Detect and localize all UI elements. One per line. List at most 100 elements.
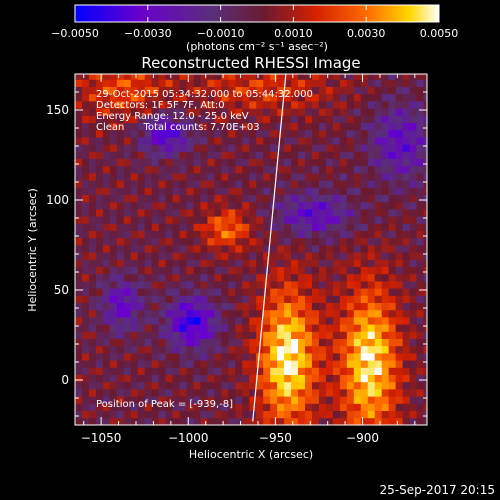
heatmap-cell xyxy=(75,137,83,145)
heatmap-cell xyxy=(228,417,236,425)
heatmap-cell xyxy=(137,302,146,311)
heatmap-cell xyxy=(395,151,403,159)
heatmap-cell xyxy=(263,216,271,224)
heatmap-cell xyxy=(81,230,90,239)
heatmap-cell xyxy=(367,180,376,188)
heatmap-cell xyxy=(88,309,97,318)
heatmap-cell xyxy=(75,122,83,131)
heatmap-cell xyxy=(291,338,299,347)
heatmap-cell xyxy=(123,367,132,375)
heatmap-cell xyxy=(88,302,97,311)
heatmap-cell xyxy=(318,122,327,131)
heatmap-cell xyxy=(256,86,264,95)
heatmap-cell xyxy=(151,273,160,282)
heatmap-cell xyxy=(270,144,278,152)
heatmap-cell xyxy=(284,151,292,159)
heatmap-cell xyxy=(109,93,118,102)
heatmap-cell xyxy=(165,331,173,339)
heatmap-cell xyxy=(374,266,383,275)
heatmap-cell xyxy=(151,101,160,109)
heatmap-cell xyxy=(367,302,376,311)
heatmap-cell xyxy=(151,309,160,318)
heatmap-cell xyxy=(339,173,348,181)
heatmap-cell xyxy=(263,252,271,260)
heatmap-cell xyxy=(325,266,334,275)
heatmap-cell xyxy=(109,309,118,318)
heatmap-cell xyxy=(75,417,83,425)
heatmap-cell xyxy=(172,74,180,80)
heatmap-cell xyxy=(221,288,229,296)
heatmap-cell xyxy=(339,151,348,159)
heatmap-cell xyxy=(102,338,111,347)
heatmap-cell xyxy=(284,201,292,210)
heatmap-cell xyxy=(277,331,285,339)
heatmap-cell xyxy=(242,74,250,80)
heatmap-cell xyxy=(88,230,97,239)
heatmap-cell xyxy=(249,74,257,80)
heatmap-cell xyxy=(423,129,427,138)
heatmap-cell xyxy=(151,403,160,411)
heatmap-cell xyxy=(367,338,376,347)
heatmap-cell xyxy=(88,324,97,332)
heatmap-cell xyxy=(123,360,132,368)
heatmap-cell xyxy=(249,259,257,267)
heatmap-cell xyxy=(193,93,201,102)
colorbar: −0.0050 −0.0030 −0.0010 0.0010 0.0030 0.0050 … xyxy=(51,4,458,53)
heatmap-cell xyxy=(207,259,215,267)
heatmap-cell xyxy=(395,331,403,339)
heatmap-cell xyxy=(186,295,194,303)
heatmap-cell xyxy=(81,129,90,138)
heatmap-cell xyxy=(200,273,208,282)
heatmap-cell xyxy=(284,374,292,383)
heatmap-cell xyxy=(165,281,173,289)
heatmap-cell xyxy=(75,353,83,361)
heatmap-cell xyxy=(311,93,320,102)
heatmap-cell xyxy=(179,281,187,289)
heatmap-cell xyxy=(332,317,341,325)
heatmap-cell xyxy=(95,86,104,95)
heatmap-cell xyxy=(137,180,146,188)
heatmap-cell xyxy=(221,266,229,275)
heatmap-cell xyxy=(88,79,97,87)
heatmap-cell xyxy=(339,144,348,152)
heatmap-cell xyxy=(207,216,215,224)
heatmap-cell xyxy=(109,194,118,203)
heatmap-cell xyxy=(130,288,139,296)
heatmap-cell xyxy=(186,223,194,231)
heatmap-cell xyxy=(298,194,306,203)
heatmap-cell xyxy=(130,144,139,152)
heatmap-cell xyxy=(158,324,167,332)
heatmap-cell xyxy=(242,180,250,188)
heatmap-cell xyxy=(88,74,97,80)
heatmap-cell xyxy=(332,122,341,131)
heatmap-cell xyxy=(95,338,104,347)
heatmap-cell xyxy=(416,259,424,267)
heatmap-cell xyxy=(221,165,229,174)
heatmap-cell xyxy=(395,288,403,296)
heatmap-cell xyxy=(75,101,83,109)
heatmap-cell xyxy=(346,151,355,159)
heatmap-cell xyxy=(409,281,417,289)
heatmap-cell xyxy=(158,93,167,102)
heatmap-cell xyxy=(151,137,160,145)
heatmap-cell xyxy=(95,180,104,188)
heatmap-cell xyxy=(346,245,355,253)
heatmap-cell xyxy=(172,122,180,131)
heatmap-cell xyxy=(88,281,97,289)
heatmap-cell xyxy=(402,237,410,246)
heatmap-cell xyxy=(311,410,320,419)
heatmap-cell xyxy=(221,403,229,411)
heatmap-cell xyxy=(298,266,306,275)
heatmap-cell xyxy=(144,295,153,303)
heatmap-cell xyxy=(102,209,111,217)
heatmap-cell xyxy=(332,165,341,174)
heatmap-cell xyxy=(423,74,427,80)
annotation-time-range: 29-Oct-2015 05:34:32.000 to 05:44:32.000 xyxy=(96,89,313,100)
heatmap-cell xyxy=(193,122,201,131)
heatmap-cell xyxy=(228,309,236,318)
heatmap-cell xyxy=(339,252,348,260)
heatmap-cell xyxy=(284,381,292,390)
heatmap-cell xyxy=(388,360,397,368)
plot-frame xyxy=(74,73,428,426)
